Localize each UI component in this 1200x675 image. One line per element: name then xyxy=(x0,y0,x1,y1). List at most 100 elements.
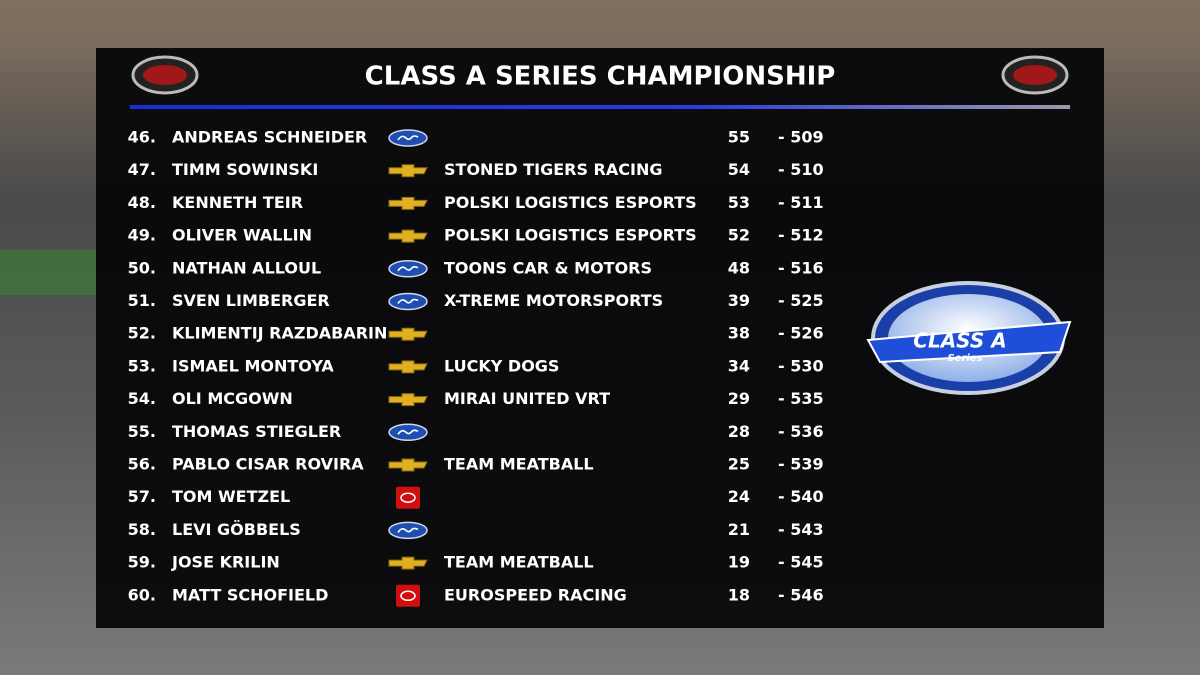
toyota-logo-mark xyxy=(400,590,416,602)
points: 55 xyxy=(728,128,750,147)
driver-name: JOSE KRILIN xyxy=(171,553,280,572)
points-gap: - 526 xyxy=(778,324,824,343)
driver-name: LEVI GÖBBELS xyxy=(172,520,301,539)
position: 49. xyxy=(128,226,156,245)
ford-logo-script xyxy=(397,266,419,272)
chevrolet-logo xyxy=(388,229,428,243)
position: 60. xyxy=(128,585,156,604)
chevrolet-logo xyxy=(388,196,428,210)
team-name: TEAM MEATBALL xyxy=(444,553,594,572)
ford-logo-script xyxy=(397,135,419,141)
points: 48 xyxy=(728,258,750,277)
team-name: STONED TIGERS RACING xyxy=(444,160,662,179)
standings-row: 53. ISMAEL MONTOYA LUCKY DOGS 34 - 530 xyxy=(128,356,824,375)
chevrolet-logo xyxy=(388,327,428,341)
standings-table: 46. ANDREAS SCHNEIDER 55 - 509 47. TIMM SOWIN… xyxy=(128,128,824,607)
points-gap: - 516 xyxy=(778,258,824,277)
ford-logo xyxy=(388,129,428,147)
driver-name: OLIVER WALLIN xyxy=(172,226,312,245)
standings-row: 57. TOM WETZEL 24 - 540 xyxy=(128,486,824,509)
points-gap: - 535 xyxy=(778,389,824,408)
standings-row: 56. PABLO CISAR ROVIRA TEAM MEATBALL 25 - 53… xyxy=(128,455,824,474)
points-gap: - 536 xyxy=(778,422,824,441)
points: 29 xyxy=(728,389,750,408)
ford-logo-script xyxy=(397,429,419,435)
points-gap: - 512 xyxy=(778,226,824,245)
points: 54 xyxy=(728,160,750,179)
standings-row: 59. JOSE KRILIN TEAM MEATBALL 19 - 545 xyxy=(128,553,824,572)
points-gap: - 525 xyxy=(778,291,824,310)
toyota-logo xyxy=(396,584,420,607)
standings-row: 54. OLI MCGOWN MIRAI UNITED VRT 29 - 535 xyxy=(128,389,824,408)
series-logo-subtitle: Series xyxy=(947,353,982,364)
toyota-logo xyxy=(396,486,420,509)
team-name: X-TREME MOTORSPORTS xyxy=(444,291,663,310)
position: 55. xyxy=(128,422,156,441)
points: 19 xyxy=(728,553,750,572)
points: 25 xyxy=(728,455,750,474)
points-gap: - 530 xyxy=(778,356,824,375)
position: 59. xyxy=(128,553,156,572)
position: 56. xyxy=(128,455,156,474)
position: 51. xyxy=(128,291,156,310)
ford-logo xyxy=(388,521,428,540)
position: 47. xyxy=(128,160,156,179)
position: 52. xyxy=(128,324,156,343)
driver-name: THOMAS STIEGLER xyxy=(172,422,341,441)
points-gap: - 543 xyxy=(778,520,824,539)
position: 57. xyxy=(128,487,156,506)
driver-name: NATHAN ALLOUL xyxy=(172,258,321,277)
points: 24 xyxy=(728,487,750,506)
series-logo-title: CLASS A xyxy=(913,329,1006,353)
team-name: POLSKI LOGISTICS ESPORTS xyxy=(444,226,697,245)
ford-logo xyxy=(388,260,428,278)
ford-logo-script xyxy=(397,527,419,533)
standings-row: 55. THOMAS STIEGLER 28 - 536 xyxy=(128,422,824,442)
ford-logo xyxy=(388,423,428,442)
position: 58. xyxy=(128,520,156,539)
position: 50. xyxy=(128,258,156,277)
team-name: TEAM MEATBALL xyxy=(444,455,594,474)
points-gap: - 511 xyxy=(778,193,824,212)
driver-name: SVEN LIMBERGER xyxy=(172,291,330,310)
driver-name: KLIMENTIJ RAZDABARIN xyxy=(172,324,387,343)
points: 39 xyxy=(728,291,750,310)
backdrop xyxy=(0,0,1200,40)
series-logo: CLASS A Series xyxy=(866,281,1072,395)
chevrolet-logo xyxy=(388,360,428,374)
standings-row: 60. MATT SCHOFIELD EUROSPEED RACING 18 - 546 xyxy=(128,584,824,607)
team-name: MIRAI UNITED VRT xyxy=(444,389,610,408)
driver-name: TIMM SOWINSKI xyxy=(172,160,318,179)
toyota-logo-mark xyxy=(400,492,416,503)
standings-row: 46. ANDREAS SCHNEIDER 55 - 509 xyxy=(128,128,824,147)
points-gap: - 540 xyxy=(778,487,824,506)
driver-name: TOM WETZEL xyxy=(172,487,290,506)
points-gap: - 539 xyxy=(778,455,824,474)
points-gap: - 510 xyxy=(778,160,824,179)
chevrolet-logo xyxy=(388,393,428,407)
driver-name: ANDREAS SCHNEIDER xyxy=(172,128,367,147)
points: 21 xyxy=(728,520,750,539)
divider xyxy=(130,105,1070,109)
team-name: POLSKI LOGISTICS ESPORTS xyxy=(444,193,697,212)
title: CLASS A SERIES CHAMPIONSHIP xyxy=(365,62,836,92)
standings-row: 49. OLIVER WALLIN POLSKI LOGISTICS ESPORTS… xyxy=(128,226,824,245)
points-gap: - 545 xyxy=(778,553,824,572)
standings-row: 58. LEVI GÖBBELS 21 - 543 xyxy=(128,520,824,540)
standings-row: 52. KLIMENTIJ RAZDABARIN 38 - 526 xyxy=(128,324,824,343)
dwa-logo xyxy=(131,55,199,95)
standings-row: 50. NATHAN ALLOUL TOONS CAR & MOTORS 48 - 51… xyxy=(128,258,824,278)
team-name: TOONS CAR & MOTORS xyxy=(444,258,652,277)
chevrolet-logo xyxy=(388,556,428,570)
position: 54. xyxy=(128,389,156,408)
points: 28 xyxy=(728,422,750,441)
ford-logo-script xyxy=(397,298,419,304)
ford-logo xyxy=(388,292,428,311)
points: 52 xyxy=(728,226,750,245)
points-gap: - 546 xyxy=(778,585,824,604)
backdrop xyxy=(0,250,96,295)
dwa-logo xyxy=(1001,55,1069,95)
points: 18 xyxy=(728,585,750,604)
driver-name: ISMAEL MONTOYA xyxy=(172,356,334,375)
